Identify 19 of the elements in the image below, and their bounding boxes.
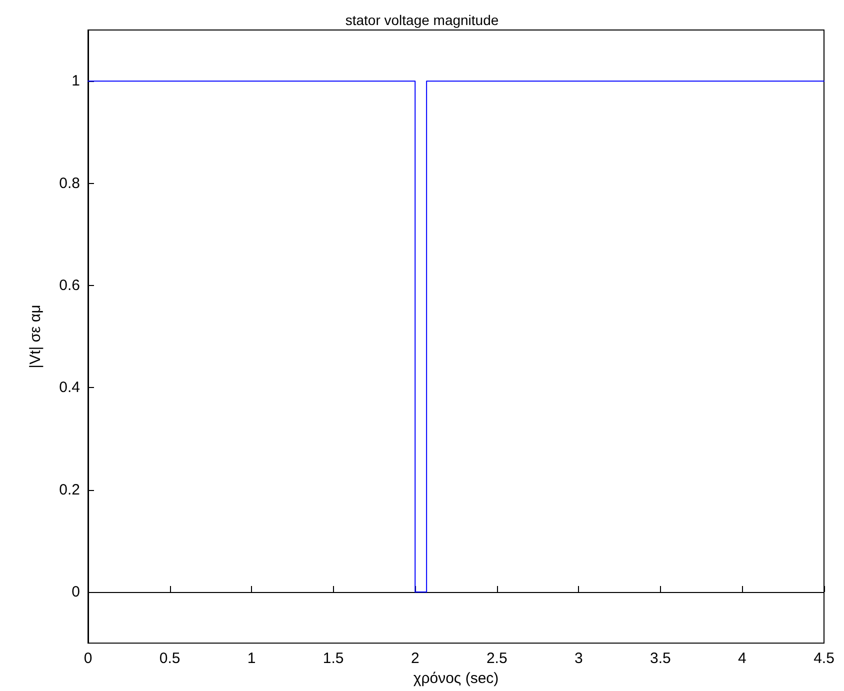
x-tick-label: 2: [410, 650, 420, 668]
x-tick-label: 2.5: [486, 650, 508, 668]
x-tick-label: 0: [84, 650, 92, 668]
x-tick-label: 1: [247, 650, 256, 668]
x-tick-label: 1.5: [322, 650, 344, 668]
x-tick-label: 0.5: [159, 650, 180, 668]
x-tick-label: 3: [574, 650, 583, 668]
x-axis-title: χρόνος (sec): [413, 670, 499, 687]
y-tick-label: 0: [72, 584, 80, 601]
x-tick-label: 3.5: [650, 650, 671, 668]
x-tick-label: 4.5: [814, 650, 834, 668]
y-tick-label: 0.6: [59, 276, 80, 294]
x-tick-label: 4: [738, 650, 746, 668]
chart-title: stator voltage magnitude: [345, 12, 499, 28]
y-tick-label: 0.2: [59, 481, 80, 498]
y-axis-title: |Vt| σε αμ: [27, 304, 44, 368]
y-tick-label: 0.8: [59, 174, 80, 192]
y-tick-label: 1: [72, 72, 80, 90]
y-tick-label: 0.4: [59, 379, 80, 396]
